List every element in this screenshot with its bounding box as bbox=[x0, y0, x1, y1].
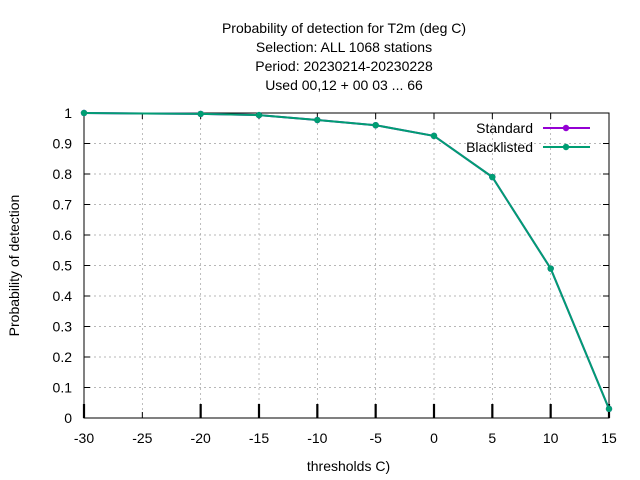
x-tick-label: 10 bbox=[543, 430, 559, 446]
legend-label: Blacklisted bbox=[466, 139, 533, 155]
y-axis-label: Probability of detection bbox=[6, 195, 22, 337]
grid bbox=[84, 113, 609, 418]
x-tick-label: 15 bbox=[601, 430, 617, 446]
x-tick-label: -25 bbox=[132, 430, 152, 446]
title-line: Probability of detection for T2m (deg C) bbox=[222, 20, 466, 36]
y-tick-label: 0.3 bbox=[53, 319, 73, 335]
data-point bbox=[197, 110, 204, 118]
title-line: Period: 20230214-20230228 bbox=[255, 58, 433, 74]
data-point bbox=[80, 109, 88, 117]
series bbox=[80, 109, 613, 413]
x-tick-label: -15 bbox=[249, 430, 269, 446]
chart-title: Probability of detection for T2m (deg C)… bbox=[222, 20, 466, 93]
legend: Standard Blacklisted bbox=[466, 120, 590, 155]
y-tick-label: 1 bbox=[64, 105, 72, 121]
y-tick-label: 0 bbox=[64, 410, 72, 426]
axis-ticks: 0 0.1 0.2 0.3 0.4 0.5 0.6 0.7 0.8 0.9 1 -30 -25 -20 -1… bbox=[53, 105, 617, 446]
x-tick-label: -10 bbox=[307, 430, 327, 446]
x-tick-label: -30 bbox=[74, 430, 94, 446]
y-tick-label: 0.6 bbox=[53, 227, 73, 243]
x-tick-label: 0 bbox=[430, 430, 438, 446]
series-standard bbox=[80, 109, 613, 413]
data-point bbox=[547, 265, 554, 272]
y-tick-label: 0.8 bbox=[53, 166, 73, 182]
legend-label: Standard bbox=[476, 120, 533, 136]
y-tick-label: 0.5 bbox=[53, 258, 73, 274]
x-tick-label: -5 bbox=[369, 430, 382, 446]
data-point bbox=[489, 173, 496, 181]
series-line bbox=[83, 112, 610, 410]
series-line bbox=[83, 112, 610, 410]
x-axis-label: thresholds C) bbox=[307, 458, 390, 474]
data-point bbox=[605, 405, 613, 413]
y-tick-label: 0.4 bbox=[53, 288, 73, 304]
data-point bbox=[314, 116, 321, 124]
data-point bbox=[430, 132, 438, 140]
legend-marker bbox=[562, 124, 570, 132]
data-point bbox=[372, 122, 379, 129]
y-tick-label: 0.7 bbox=[53, 197, 73, 213]
legend-marker bbox=[562, 143, 570, 151]
x-tick-label: 5 bbox=[488, 430, 496, 446]
y-tick-label: 0.2 bbox=[53, 349, 73, 365]
title-line: Used 00,12 + 00 03 ... 66 bbox=[265, 77, 423, 93]
title-line: Selection: ALL 1068 stations bbox=[256, 39, 432, 55]
series-blacklisted bbox=[80, 109, 613, 413]
data-point bbox=[255, 111, 263, 119]
x-tick-label: -20 bbox=[191, 430, 211, 446]
y-tick-label: 0.9 bbox=[53, 136, 73, 152]
y-tick-label: 0.1 bbox=[53, 380, 73, 396]
